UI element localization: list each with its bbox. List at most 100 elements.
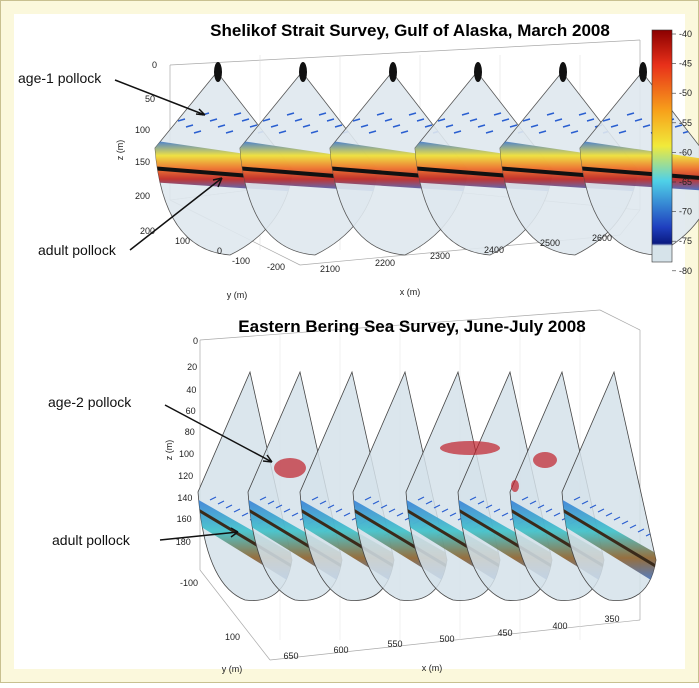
- z-tick-label: 200: [135, 191, 150, 201]
- fish-echo: [327, 504, 335, 509]
- y-tick-label: -200: [267, 262, 285, 272]
- z-tick-label: 0: [193, 336, 198, 346]
- fish-echo: [553, 512, 561, 517]
- y-tick-label: 0: [217, 246, 222, 256]
- fish-echo: [283, 508, 291, 513]
- fish-echo: [441, 508, 449, 513]
- colorbar-tick-label: -50: [679, 88, 692, 98]
- fish-echo: [461, 112, 470, 116]
- y-tick-label: -100: [180, 578, 198, 588]
- y-tick-label: 100: [175, 236, 190, 246]
- fish-echo: [570, 130, 579, 134]
- fish-echo: [352, 118, 361, 122]
- z-axis-label: z (m): [164, 440, 174, 461]
- fish-echo: [241, 512, 249, 517]
- fish-echo: [425, 500, 433, 505]
- adult-layer: [580, 166, 699, 182]
- x-tick-label: 550: [387, 639, 402, 649]
- echogram-data: [562, 495, 656, 585]
- colorbar-tick-label: -75: [679, 236, 692, 246]
- fish-echo: [537, 504, 545, 509]
- colorbar-tick-label: -45: [679, 59, 692, 69]
- fish-echo: [302, 124, 311, 128]
- fish-echo: [326, 118, 335, 122]
- fish-echo: [477, 500, 485, 505]
- z-tick-label: 100: [179, 449, 194, 459]
- colorbar-tick-label: -80: [679, 266, 692, 276]
- fish-layer: [562, 495, 656, 585]
- fish-echo: [262, 118, 271, 122]
- fish-echo: [217, 500, 225, 505]
- fish-echo: [581, 500, 589, 505]
- fish-echo: [469, 118, 478, 122]
- fish-echo: [509, 124, 518, 128]
- z-axis-label: z (m): [115, 140, 125, 161]
- fish-echo: [477, 124, 486, 128]
- z-tick-label: 150: [135, 157, 150, 167]
- colorbar-tick-label: -40: [679, 29, 692, 39]
- fish-echo: [364, 496, 372, 501]
- fish-echo: [286, 112, 295, 116]
- annotation-arrow: [114, 79, 206, 116]
- fish-echo: [294, 118, 303, 122]
- age2-school: [511, 480, 519, 492]
- fish-echo: [573, 496, 581, 501]
- z-tick-label: 100: [135, 125, 150, 135]
- fish-echo: [589, 504, 597, 509]
- fish-echo: [319, 500, 327, 505]
- fish-echo: [291, 512, 299, 517]
- fish-echo: [225, 130, 234, 134]
- y-tick-label: -100: [232, 256, 250, 266]
- y-axis-label: y (m): [227, 290, 248, 300]
- colorbar-tick-label: -65: [679, 177, 692, 187]
- fish-echo: [270, 124, 279, 128]
- x-tick-label: 350: [604, 614, 619, 624]
- fish-echo: [424, 124, 433, 128]
- x-tick-label: 650: [283, 651, 298, 661]
- fish-echo: [485, 130, 494, 134]
- fish-echo: [217, 124, 226, 128]
- fish-echo: [602, 118, 611, 122]
- fish-echo: [437, 118, 446, 122]
- x-tick-label: 2500: [540, 238, 560, 248]
- fish-echo: [674, 124, 683, 128]
- fish-echo: [501, 512, 509, 517]
- fish-echo: [209, 496, 217, 501]
- adult-layer: [562, 503, 656, 570]
- fish-echo: [554, 118, 563, 122]
- fish-echo: [613, 516, 621, 521]
- fish-echo: [334, 124, 343, 128]
- axis-line: [199, 309, 601, 341]
- transducer: [639, 62, 647, 82]
- fish-echo: [493, 112, 502, 116]
- fish-echo: [380, 504, 388, 509]
- panel-title: Shelikof Strait Survey, Gulf of Alaska, …: [210, 21, 610, 40]
- x-tick-label: 600: [333, 645, 348, 655]
- fish-echo: [368, 130, 377, 134]
- transducer: [474, 62, 482, 82]
- fish-echo: [578, 112, 587, 116]
- transducer: [299, 62, 307, 82]
- annotation: age-2 pollock: [48, 394, 132, 410]
- z-tick-label: 40: [186, 385, 196, 395]
- fish-echo: [626, 112, 635, 116]
- annotation: adult pollock: [52, 532, 131, 548]
- transducer: [214, 62, 222, 82]
- z-tick-label: 120: [178, 471, 193, 481]
- fish-echo: [433, 504, 441, 509]
- z-tick-label: 140: [177, 493, 192, 503]
- fish-echo: [605, 512, 613, 517]
- x-tick-label: 450: [497, 628, 512, 638]
- fish-echo: [376, 112, 385, 116]
- annotation-arrow: [129, 177, 223, 251]
- y-tick-label: 200: [140, 226, 155, 236]
- transducer: [389, 62, 397, 82]
- x-tick-label: 500: [439, 634, 454, 644]
- fish-echo: [185, 124, 194, 128]
- z-tick-label: 180: [176, 537, 191, 547]
- annotation: age-1 pollock: [18, 70, 102, 86]
- age2-school: [440, 441, 500, 455]
- fish-echo: [618, 130, 627, 134]
- fish-echo: [453, 130, 462, 134]
